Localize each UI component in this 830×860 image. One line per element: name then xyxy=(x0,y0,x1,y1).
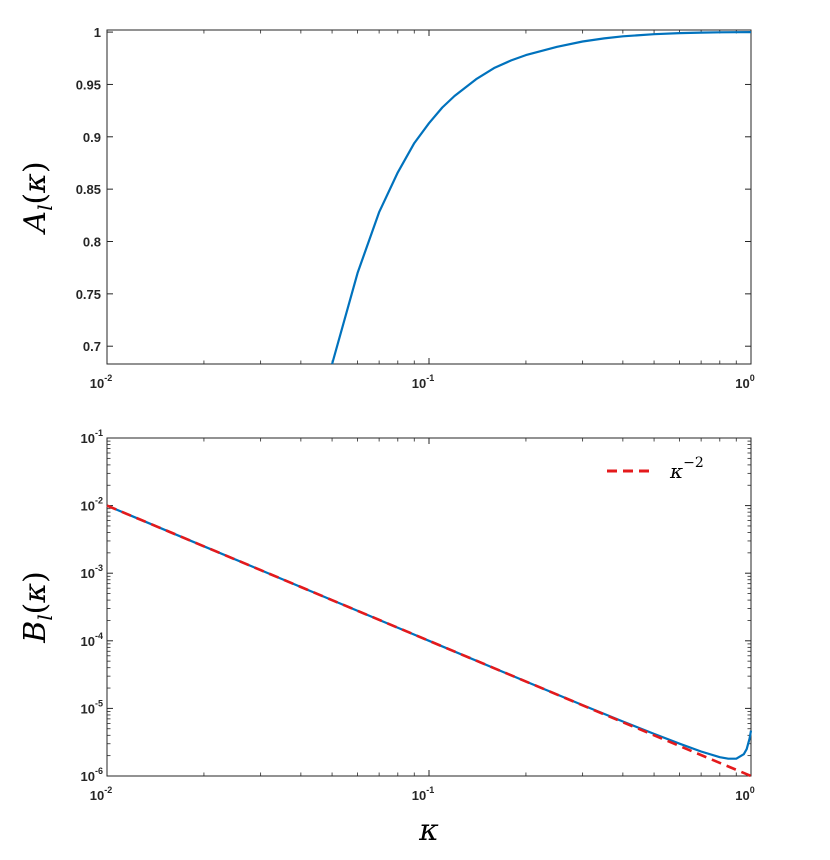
top-ylabel-sub: l xyxy=(33,205,57,211)
top-ytick-label: 0.9 xyxy=(83,130,101,145)
legend: κ−2 xyxy=(607,455,704,483)
bottom-ytick-label: 10-4 xyxy=(81,631,103,649)
top-ylabel-main: A xyxy=(18,211,53,236)
top-ticks: 10-2 10-1 100 0.7 0.75 0.8 0.85 0.9 0.95 1 xyxy=(76,25,755,391)
bottom-ylabel-arg: κ xyxy=(18,583,53,604)
top-ytick-label: 0.7 xyxy=(83,339,101,354)
bottom-ylabel-main: B xyxy=(18,621,53,644)
bottom-chart-panel: 10-2 10-1 100 10-6 10-5 10-4 10-3 10-2 10-1 Bl(κ… xyxy=(18,428,755,848)
bottom-y-axis-label: Bl(κ) xyxy=(18,571,57,644)
bottom-xtick-label: 100 xyxy=(735,785,754,803)
top-xtick-label: 10-2 xyxy=(90,373,112,391)
top-xtick-label: 10-1 xyxy=(412,373,434,391)
top-ytick-label: 0.95 xyxy=(76,77,101,92)
top-xtick-label: 100 xyxy=(735,373,754,391)
top-chart-panel: 10-2 10-1 100 0.7 0.75 0.8 0.85 0.9 0.95 1 Al(κ) xyxy=(18,25,755,391)
top-series xyxy=(331,31,752,365)
top-ytick-label: 0.85 xyxy=(76,182,101,197)
bottom-series-solid-line xyxy=(106,504,753,760)
bottom-series xyxy=(106,504,753,778)
bottom-x-axis-label: κ xyxy=(418,813,439,848)
top-series-solid-line xyxy=(331,31,752,365)
top-ylabel-arg: κ xyxy=(18,173,53,194)
top-y-axis-label: Al(κ) xyxy=(18,161,57,235)
top-ytick-label: 0.75 xyxy=(76,287,101,302)
bottom-ytick-label: 10-2 xyxy=(81,496,103,514)
top-ytick-label: 1 xyxy=(94,25,101,40)
bottom-ytick-label: 10-5 xyxy=(81,698,103,716)
legend-label-kappa-minus-2: κ−2 xyxy=(669,455,704,483)
bottom-xtick-label: 10-1 xyxy=(412,785,434,803)
bottom-ytick-label: 10-1 xyxy=(81,428,103,446)
bottom-ytick-label: 10-6 xyxy=(81,766,103,784)
bottom-xtick-label: 10-2 xyxy=(90,785,112,803)
top-ytick-label: 0.8 xyxy=(83,234,101,249)
bottom-series-kappa-minus-2-dashed xyxy=(106,504,752,778)
bottom-ytick-label: 10-3 xyxy=(81,563,103,581)
bottom-ylabel-sub: l xyxy=(33,614,57,620)
